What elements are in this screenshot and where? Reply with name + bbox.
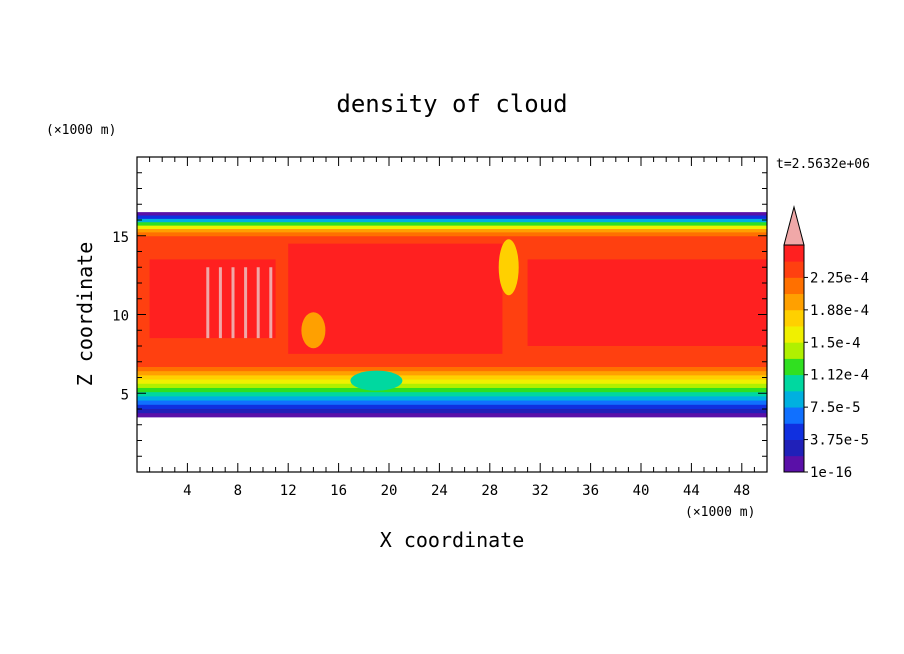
plume [498, 239, 519, 296]
field-band [137, 374, 767, 380]
colorbar-swatch [784, 423, 804, 440]
field-band [137, 412, 767, 418]
overflow-streak [256, 267, 260, 339]
field-core-max [149, 259, 276, 339]
field-band [137, 404, 767, 409]
colorbar-swatch [784, 374, 804, 392]
colorbar-swatch [784, 358, 804, 376]
colorbar-swatch [784, 277, 804, 295]
field-band [137, 387, 767, 393]
x-tick-label: 16 [330, 483, 347, 499]
overflow-streak [218, 267, 222, 339]
colorbar-label: 1.88e-4 [810, 303, 869, 319]
x-tick-label: 20 [381, 483, 398, 499]
overflow-streak [244, 267, 248, 339]
plume [301, 312, 326, 349]
y-tick-label: 10 [112, 309, 129, 325]
overflow-streak [231, 267, 235, 339]
field-band [137, 229, 767, 233]
colorbar-label: 3.75e-5 [810, 433, 869, 449]
y-tick-label: 15 [112, 230, 129, 246]
colorbar-label: 1.12e-4 [810, 368, 869, 384]
x-tick-label: 44 [683, 483, 700, 499]
colorbar: 1e-16 3.75e-5 7.5e-5 1.12e-4 1.5e-4 1.88e-4 2.… [783, 205, 869, 481]
field-band [137, 383, 767, 388]
field-core-max [527, 259, 767, 346]
x-axis-label: X coordinate [380, 528, 525, 552]
field-band [137, 232, 767, 237]
x-tick-label: 24 [431, 483, 448, 499]
x-tick-label: 4 [183, 483, 191, 499]
field-band [137, 395, 767, 401]
overflow-streak [269, 267, 273, 339]
colorbar-swatch [784, 245, 804, 262]
field-band [137, 212, 767, 216]
y-axis-label: Z coordinate [73, 242, 97, 387]
colorbar-swatch [784, 326, 804, 343]
field-band [137, 370, 767, 376]
field-band [137, 225, 767, 230]
colorbar-swatch [784, 390, 804, 408]
field-band [137, 366, 767, 372]
x-tick-label: 36 [582, 483, 599, 499]
colorbar-swatch [784, 309, 804, 327]
x-tick-label: 12 [280, 483, 297, 499]
colorbar-label: 1.5e-4 [810, 335, 861, 351]
colorbar-swatch [784, 293, 804, 311]
y-unit-label: (×1000 m) [46, 123, 116, 138]
colorbar-label: 7.5e-5 [810, 400, 861, 416]
colorbar-swatch [784, 439, 804, 457]
x-tick-label: 32 [532, 483, 549, 499]
x-tick-label: 28 [481, 483, 498, 499]
colorbar-label: 2.25e-4 [810, 270, 869, 286]
x-tick-label: 8 [234, 483, 242, 499]
field-band [137, 408, 767, 414]
chart-title: density of cloud [336, 90, 567, 118]
field-band [137, 391, 767, 397]
time-label: t=2.5632e+06 [776, 157, 870, 172]
x-tick-label: 40 [633, 483, 650, 499]
y-tick-label: 5 [121, 387, 129, 403]
x-tick-label: 48 [733, 483, 750, 499]
field-band [137, 400, 767, 405]
colorbar-overflow-arrow [783, 205, 805, 246]
colorbar-swatch [784, 407, 804, 424]
density-field [137, 212, 767, 418]
field-band [137, 379, 767, 384]
plume [350, 370, 403, 391]
colorbar-swatch [784, 455, 804, 473]
field-band [137, 215, 767, 220]
field-band [137, 218, 767, 223]
field-band [137, 222, 767, 227]
overflow-streak [206, 267, 210, 339]
colorbar-swatch [784, 261, 804, 278]
colorbar-label: 1e-16 [810, 465, 852, 481]
x-unit-label: (×1000 m) [685, 505, 755, 520]
colorbar-swatch [784, 342, 804, 359]
